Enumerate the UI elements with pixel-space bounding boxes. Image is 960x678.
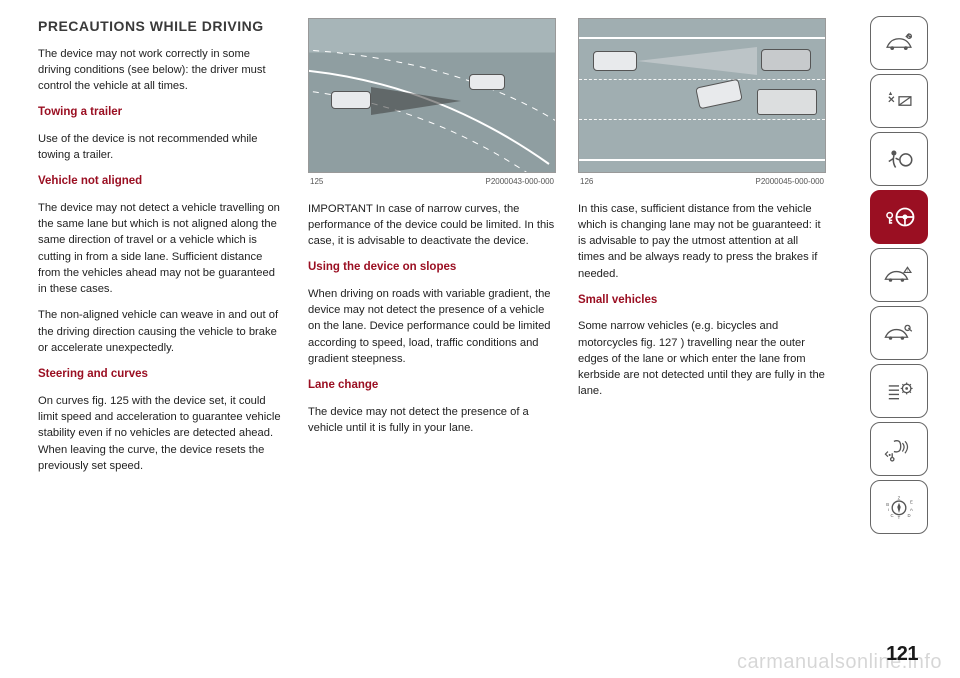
page-content: PRECAUTIONS WHILE DRIVING The device may… [0, 0, 840, 640]
sidebar-nav: i ! Z EAD TCIB [870, 16, 928, 534]
column-2: 125 P2000043-000-000 IMPORTANT In case o… [308, 18, 556, 640]
figure-code: P2000043-000-000 [485, 176, 554, 188]
svg-text:B: B [886, 502, 889, 507]
watermark: carmanualsonline.info [737, 651, 942, 674]
svg-text:T: T [898, 515, 901, 520]
tab-dashboard-light[interactable] [870, 74, 928, 128]
figure-caption-125: 125 P2000043-000-000 [308, 175, 556, 189]
subheading-small-vehicles: Small vehicles [578, 292, 826, 309]
tab-media[interactable] [870, 422, 928, 476]
tab-compass[interactable]: Z EAD TCIB [870, 480, 928, 534]
tab-airbag[interactable] [870, 132, 928, 186]
tab-service[interactable] [870, 306, 928, 360]
subheading-slopes: Using the device on slopes [308, 259, 556, 276]
column-1: PRECAUTIONS WHILE DRIVING The device may… [38, 18, 286, 640]
column-3: 126 P2000045-000-000 In this case, suffi… [578, 18, 826, 640]
svg-text:E: E [910, 500, 913, 505]
tab-car-info[interactable]: i [870, 16, 928, 70]
subheading-steering: Steering and curves [38, 366, 286, 383]
body-text: IMPORTANT In case of narrow curves, the … [308, 201, 556, 250]
body-text: The non-aligned vehicle can weave in and… [38, 307, 286, 356]
body-text: On curves fig. 125 with the device set, … [38, 393, 286, 474]
figure-125 [308, 18, 556, 173]
body-text: The device may not detect the presence o… [308, 404, 556, 436]
body-text: The device may not work correctly in som… [38, 46, 286, 95]
body-text: When driving on roads with variable grad… [308, 286, 556, 367]
tab-steering-key[interactable] [870, 190, 928, 244]
body-text: In this case, sufficient distance from t… [578, 201, 826, 282]
svg-text:I: I [888, 507, 889, 512]
subheading-towing: Towing a trailer [38, 104, 286, 121]
subheading-not-aligned: Vehicle not aligned [38, 173, 286, 190]
body-text: Some narrow vehicles (e.g. bicycles and … [578, 318, 826, 399]
svg-text:A: A [910, 507, 913, 512]
tab-settings-list[interactable] [870, 364, 928, 418]
body-text: The device may not detect a vehicle trav… [38, 200, 286, 297]
tab-collision[interactable]: ! [870, 248, 928, 302]
subheading-lane-change: Lane change [308, 377, 556, 394]
svg-text:Z: Z [898, 495, 901, 500]
figure-caption-126: 126 P2000045-000-000 [578, 175, 826, 189]
svg-text:!: ! [907, 268, 908, 273]
figure-number: 126 [580, 176, 593, 188]
figure-code: P2000045-000-000 [755, 176, 824, 188]
svg-text:C: C [891, 513, 894, 518]
svg-text:D: D [908, 513, 911, 518]
body-text: Use of the device is not recommended whi… [38, 131, 286, 163]
section-title: PRECAUTIONS WHILE DRIVING [38, 18, 286, 36]
figure-126 [578, 18, 826, 173]
figure-number: 125 [310, 176, 323, 188]
